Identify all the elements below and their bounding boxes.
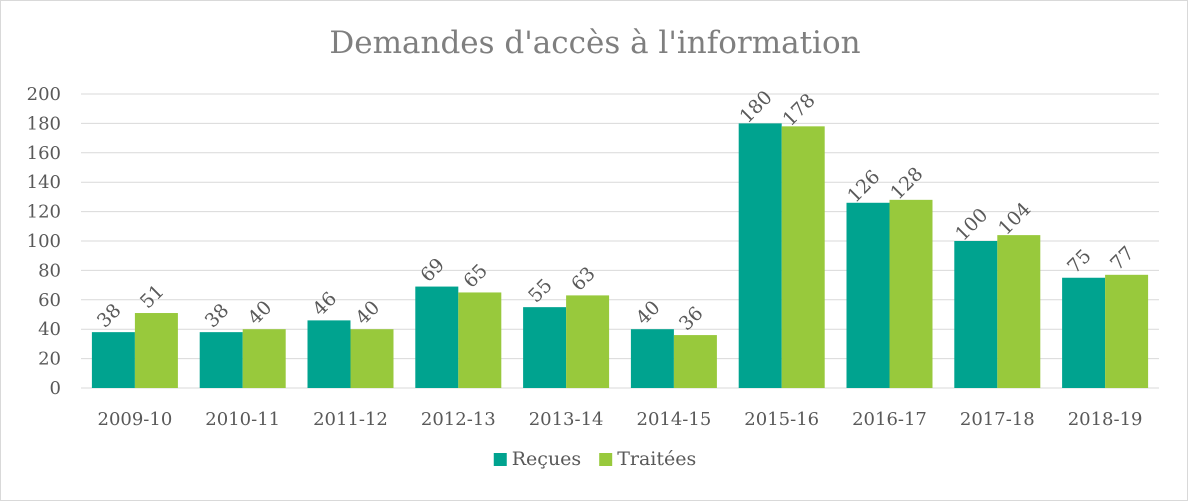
legend: Reçues Traitées	[493, 448, 696, 470]
y-tick-label: 140	[27, 172, 61, 193]
chart-title: Demandes d'accès à l'information	[329, 25, 860, 61]
y-tick-label: 0	[50, 378, 61, 399]
y-tick-label: 200	[27, 84, 61, 105]
y-tick-label: 120	[27, 202, 61, 223]
bar-traitees	[350, 329, 394, 388]
x-tick-label: 2017-18	[960, 409, 1035, 430]
legend-item: Traitées	[599, 448, 696, 470]
data-label: 104	[994, 198, 1035, 239]
bar-recues	[91, 332, 135, 388]
bar-traitees	[781, 126, 825, 388]
data-label: 100	[951, 204, 992, 245]
data-label: 55	[524, 274, 557, 307]
bar-traitees	[242, 329, 286, 388]
bar-recues	[630, 329, 674, 388]
y-tick-label: 20	[38, 349, 61, 370]
data-label: 65	[459, 260, 492, 293]
x-tick-label: 2012-13	[421, 409, 496, 430]
bars	[91, 123, 1149, 389]
data-label: 180	[735, 86, 776, 127]
y-tick-label: 60	[38, 290, 61, 311]
bar-traitees	[673, 335, 717, 388]
y-tick-label: 160	[27, 143, 61, 164]
legend-swatch	[493, 453, 507, 466]
x-tick-label: 2015-16	[744, 409, 819, 430]
x-tick-label: 2013-14	[529, 409, 604, 430]
data-label: 51	[136, 280, 169, 313]
legend-label: Reçues	[512, 448, 581, 470]
x-axis-ticks: 2009-10 2010-11 2011-12 2012-13 2013-14 2014-…	[98, 409, 1143, 430]
bar-recues	[523, 307, 567, 388]
data-label: 69	[416, 254, 449, 287]
data-label: 178	[778, 89, 819, 130]
data-label: 40	[244, 297, 277, 330]
x-tick-label: 2011-12	[313, 409, 388, 430]
data-label: 46	[309, 288, 342, 321]
data-label: 40	[632, 297, 665, 330]
bar-traitees	[566, 295, 610, 388]
legend-swatch	[599, 453, 613, 466]
bar-recues	[1062, 277, 1106, 388]
bar-traitees	[458, 292, 502, 388]
data-label: 40	[352, 297, 385, 330]
x-tick-label: 2016-17	[852, 409, 927, 430]
bar-recues	[738, 123, 782, 389]
bar-recues	[846, 202, 890, 388]
x-tick-label: 2010-11	[205, 409, 280, 430]
data-label: 75	[1063, 245, 1096, 278]
y-tick-label: 40	[38, 319, 61, 340]
y-tick-label: 100	[27, 231, 61, 252]
data-label: 36	[675, 302, 708, 335]
bar-traitees	[889, 199, 933, 388]
data-label: 126	[843, 166, 884, 207]
bar-recues	[954, 241, 998, 388]
data-label: 63	[567, 263, 600, 296]
y-tick-label: 180	[27, 113, 61, 134]
legend-item: Reçues	[493, 448, 581, 470]
x-tick-label: 2014-15	[637, 409, 712, 430]
y-axis-ticks: 0 20 40 60 80 100 120 140 160 180 200	[27, 84, 61, 399]
legend-label: Traitées	[617, 448, 696, 470]
bar-traitees	[134, 313, 178, 388]
x-tick-label: 2018-19	[1068, 409, 1143, 430]
data-label: 128	[886, 163, 927, 204]
y-tick-label: 80	[38, 260, 61, 281]
x-tick-label: 2009-10	[98, 409, 173, 430]
bar-recues	[199, 332, 243, 388]
data-label: 38	[201, 299, 234, 332]
data-label: 38	[93, 299, 126, 332]
bar-recues	[307, 320, 351, 388]
bar-recues	[415, 286, 459, 388]
bar-traitees	[997, 235, 1041, 388]
bar-traitees	[1105, 274, 1149, 388]
